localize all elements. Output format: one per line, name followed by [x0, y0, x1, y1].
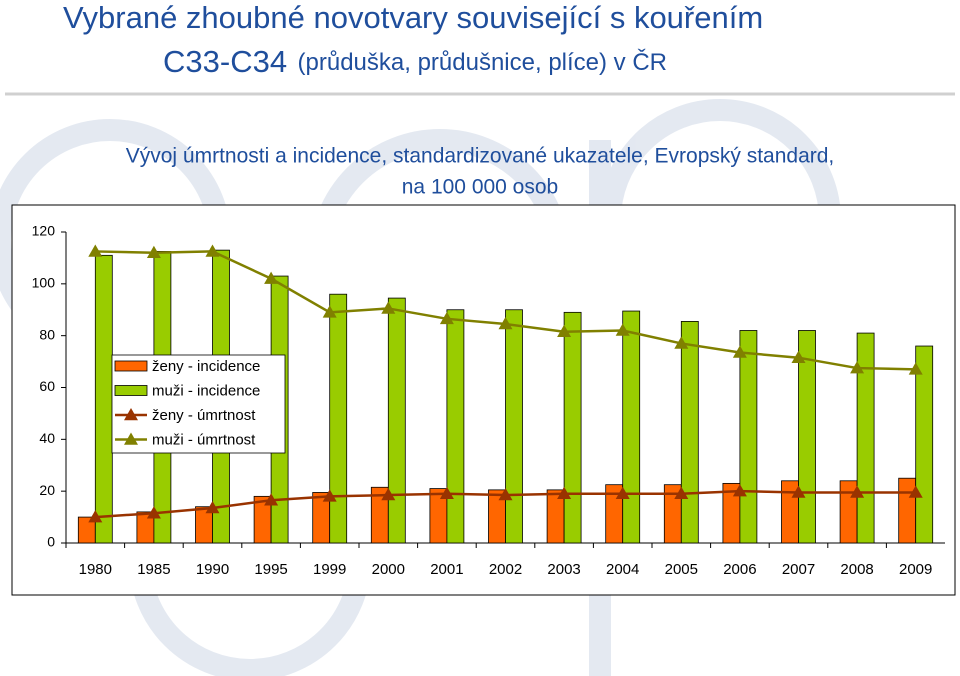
marker	[381, 488, 396, 501]
marker	[322, 489, 337, 502]
bar	[798, 330, 816, 544]
legend-swatch	[114, 360, 148, 372]
marker	[908, 485, 923, 498]
x-tick-label: 1980	[79, 561, 112, 578]
marker	[205, 501, 220, 514]
marker	[908, 362, 923, 375]
x-tick-label: 2002	[489, 561, 522, 578]
marker	[615, 486, 630, 500]
marker	[791, 350, 806, 363]
marker	[439, 311, 454, 325]
x-tick-label: 2000	[372, 561, 405, 578]
marker	[850, 361, 865, 374]
bar	[329, 293, 348, 544]
marker	[674, 486, 689, 500]
x-tick-label: 2001	[430, 561, 463, 578]
marker	[557, 324, 572, 338]
bar	[898, 477, 917, 544]
bar	[563, 311, 582, 544]
x-tick-label: 1985	[137, 561, 170, 578]
chart-title-rest: (průduška, průdušnice, plíce) v ČR	[298, 48, 668, 76]
legend-swatch	[114, 385, 148, 396]
y-tick-label: 120	[32, 223, 56, 239]
legend-marker	[124, 432, 138, 445]
chart-subtitle: na 100 000 osob	[402, 176, 558, 199]
marker	[264, 493, 279, 506]
y-tick-label: 0	[47, 534, 55, 550]
y-tick-label: 60	[39, 378, 55, 394]
bar	[856, 332, 875, 544]
legend-label: ženy - incidence	[152, 358, 260, 375]
bar	[622, 310, 641, 544]
marker	[732, 484, 747, 497]
marker	[791, 485, 806, 498]
marker	[88, 244, 103, 257]
chart-title: Vybrané zhoubné novotvary související s …	[63, 0, 763, 35]
chart-subtitle: Vývoj úmrtnosti a incidence, standardizo…	[126, 145, 835, 168]
marker	[264, 271, 279, 284]
bar	[387, 297, 406, 544]
marker	[498, 488, 513, 501]
marker	[322, 305, 337, 318]
x-tick-label: 1990	[196, 561, 229, 578]
y-tick-label: 100	[32, 275, 56, 291]
y-tick-label: 20	[39, 482, 55, 498]
marker	[615, 323, 630, 336]
x-tick-label: 2005	[665, 561, 698, 578]
marker	[674, 336, 689, 349]
legend-label: muži - incidence	[152, 382, 260, 399]
marker	[732, 345, 747, 358]
x-tick-label: 1999	[313, 561, 346, 578]
legend-label: muži - úmrtnost	[152, 431, 256, 448]
x-tick-label: 1995	[254, 561, 287, 578]
marker	[146, 245, 161, 258]
marker	[498, 317, 513, 330]
bar	[505, 309, 523, 544]
y-tick-label: 40	[39, 430, 55, 446]
marker	[439, 486, 454, 500]
chart-title-code: C33-C34	[163, 44, 287, 79]
marker	[850, 485, 865, 498]
marker	[88, 510, 103, 523]
y-tick-label: 80	[39, 326, 55, 342]
legend-marker	[124, 408, 138, 421]
marker	[381, 301, 396, 314]
bar	[739, 330, 758, 544]
marker	[205, 244, 220, 257]
x-tick-label: 2007	[782, 561, 815, 578]
chart-title-line: C33-C34 (průduška, průdušnice, plíce) v …	[163, 44, 667, 79]
marker	[146, 506, 161, 519]
marker	[557, 486, 572, 500]
x-tick-label: 2006	[723, 561, 756, 578]
legend-label: ženy - úmrtnost	[152, 407, 256, 424]
bar	[915, 345, 934, 544]
bar	[446, 309, 465, 544]
x-tick-label: 2008	[840, 561, 873, 578]
legend: ženy - incidence muži - incidence ženy - ú…	[111, 354, 286, 454]
x-tick-label: 2004	[606, 561, 639, 578]
bar	[94, 254, 113, 544]
bar	[680, 321, 699, 544]
x-tick-label: 2003	[547, 561, 580, 578]
x-tick-label: 2009	[899, 561, 932, 578]
